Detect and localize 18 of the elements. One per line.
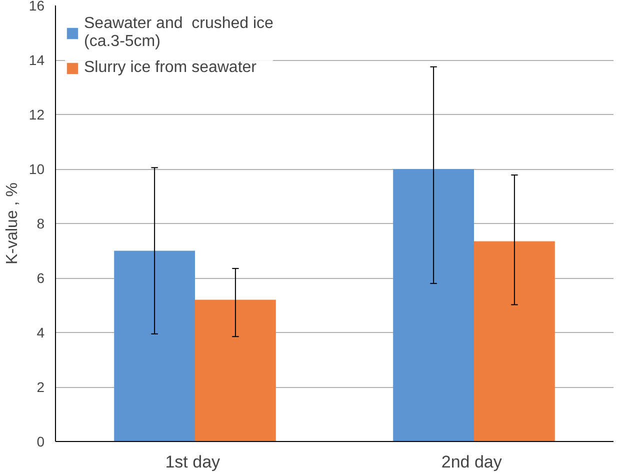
- legend-label: Slurry ice from seawater: [84, 59, 256, 77]
- bar: [195, 300, 276, 442]
- y-tick-label: 8: [36, 216, 45, 232]
- y-tick-label: 6: [36, 270, 45, 286]
- y-axis-title: K-value , %: [4, 182, 21, 264]
- x-tick-label: 2nd day: [441, 452, 502, 472]
- y-tick-label: 10: [28, 161, 45, 177]
- y-tick-label: 16: [28, 0, 45, 14]
- y-tick-label: 0: [36, 434, 45, 450]
- y-tick-label: 2: [36, 379, 45, 395]
- bar: [393, 169, 474, 442]
- bar: [474, 241, 555, 442]
- bar: [114, 250, 195, 442]
- legend-label: Seawater and crushed ice (ca.3-5cm): [84, 15, 274, 51]
- y-tick-label: 4: [36, 324, 45, 340]
- y-tick-label: 12: [28, 106, 45, 122]
- y-tick-label: 14: [28, 52, 45, 68]
- x-tick-label: 1st day: [165, 452, 221, 472]
